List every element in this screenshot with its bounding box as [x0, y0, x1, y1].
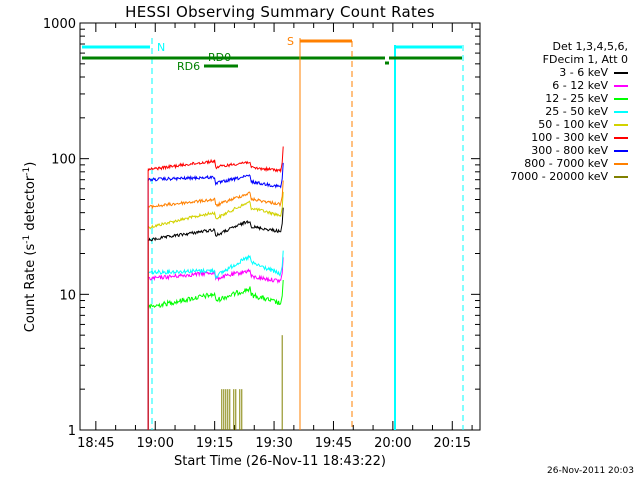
x-tick-label: 20:15: [434, 436, 471, 451]
legend-entry: 3 - 6 keV: [482, 66, 632, 79]
x-tick-label: 18:45: [77, 436, 114, 451]
legend-entry: 300 - 800 keV: [482, 144, 632, 157]
legend-entry: 25 - 50 keV: [482, 105, 632, 118]
legend-header-line: FDecim 1, Att 0: [542, 53, 628, 66]
y-axis-label: Count Rate (s-1 detector-1): [21, 161, 39, 333]
legend-header-line: Det 1,3,4,5,6,: [552, 40, 628, 53]
legend-swatch: [614, 97, 628, 100]
observing-overlays: N RD0 RD6 S: [82, 35, 464, 430]
chart-title: HESSI Observing Summary Count Rates: [125, 3, 435, 21]
legend: Det 1,3,4,5,6, FDecim 1, Att 0 3 - 6 keV…: [482, 40, 632, 183]
legend-label: 300 - 800 keV: [531, 144, 608, 157]
legend-entry: 100 - 300 keV: [482, 131, 632, 144]
series-line: [147, 250, 284, 280]
legend-entry: 7000 - 20000 keV: [482, 170, 632, 183]
legend-swatch: [614, 84, 628, 87]
series-line: [147, 207, 284, 242]
rd6-label: RD6: [177, 60, 200, 73]
series-line: [147, 279, 284, 309]
y-tick-label: 100: [51, 153, 76, 168]
night-label: N: [157, 41, 165, 54]
legend-swatch: [614, 110, 628, 113]
axis-ticks: 18:45 19:00 19:15 19:30 19:45 20:00 20:15 1 10 10…: [43, 17, 480, 451]
series-layer: [147, 146, 284, 430]
legend-label: 3 - 6 keV: [559, 66, 608, 79]
legend-swatch: [614, 136, 628, 139]
plot-frame: [79, 22, 481, 431]
legend-swatch: [614, 162, 628, 165]
y-tick-label: 1: [68, 424, 76, 439]
y-tick-label: 10: [59, 288, 76, 303]
legend-entry: 50 - 100 keV: [482, 118, 632, 131]
saa-label: S: [287, 35, 294, 48]
legend-label: 50 - 100 keV: [538, 118, 608, 131]
legend-entry: 6 - 12 keV: [482, 79, 632, 92]
series-line: [148, 180, 284, 210]
legend-label: 7000 - 20000 keV: [510, 170, 608, 183]
legend-swatch: [614, 123, 628, 126]
legend-swatch: [614, 149, 628, 152]
legend-label: 100 - 300 keV: [531, 131, 608, 144]
legend-label: 800 - 7000 keV: [524, 157, 608, 170]
legend-label: 6 - 12 keV: [552, 79, 608, 92]
x-axis-label: Start Time (26-Nov-11 18:43:22): [174, 454, 386, 469]
legend-entry: 800 - 7000 keV: [482, 157, 632, 170]
series-line: [147, 146, 284, 174]
x-tick-label: 19:30: [255, 436, 292, 451]
legend-swatch: [614, 175, 628, 178]
legend-swatch: [614, 71, 628, 74]
x-tick-label: 20:00: [374, 436, 411, 451]
legend-entry: 12 - 25 keV: [482, 92, 632, 105]
y-tick-label: 1000: [43, 17, 76, 32]
plot-timestamp: 26-Nov-2011 20:03: [547, 466, 634, 476]
rd0-label: RD0: [208, 51, 231, 64]
x-tick-label: 19:15: [196, 436, 233, 451]
legend-label: 12 - 25 keV: [545, 92, 608, 105]
legend-label: 25 - 50 keV: [545, 105, 608, 118]
series-line: [147, 191, 284, 230]
x-tick-label: 19:00: [137, 436, 174, 451]
series-line: [147, 162, 284, 189]
x-tick-label: 19:45: [315, 436, 352, 451]
